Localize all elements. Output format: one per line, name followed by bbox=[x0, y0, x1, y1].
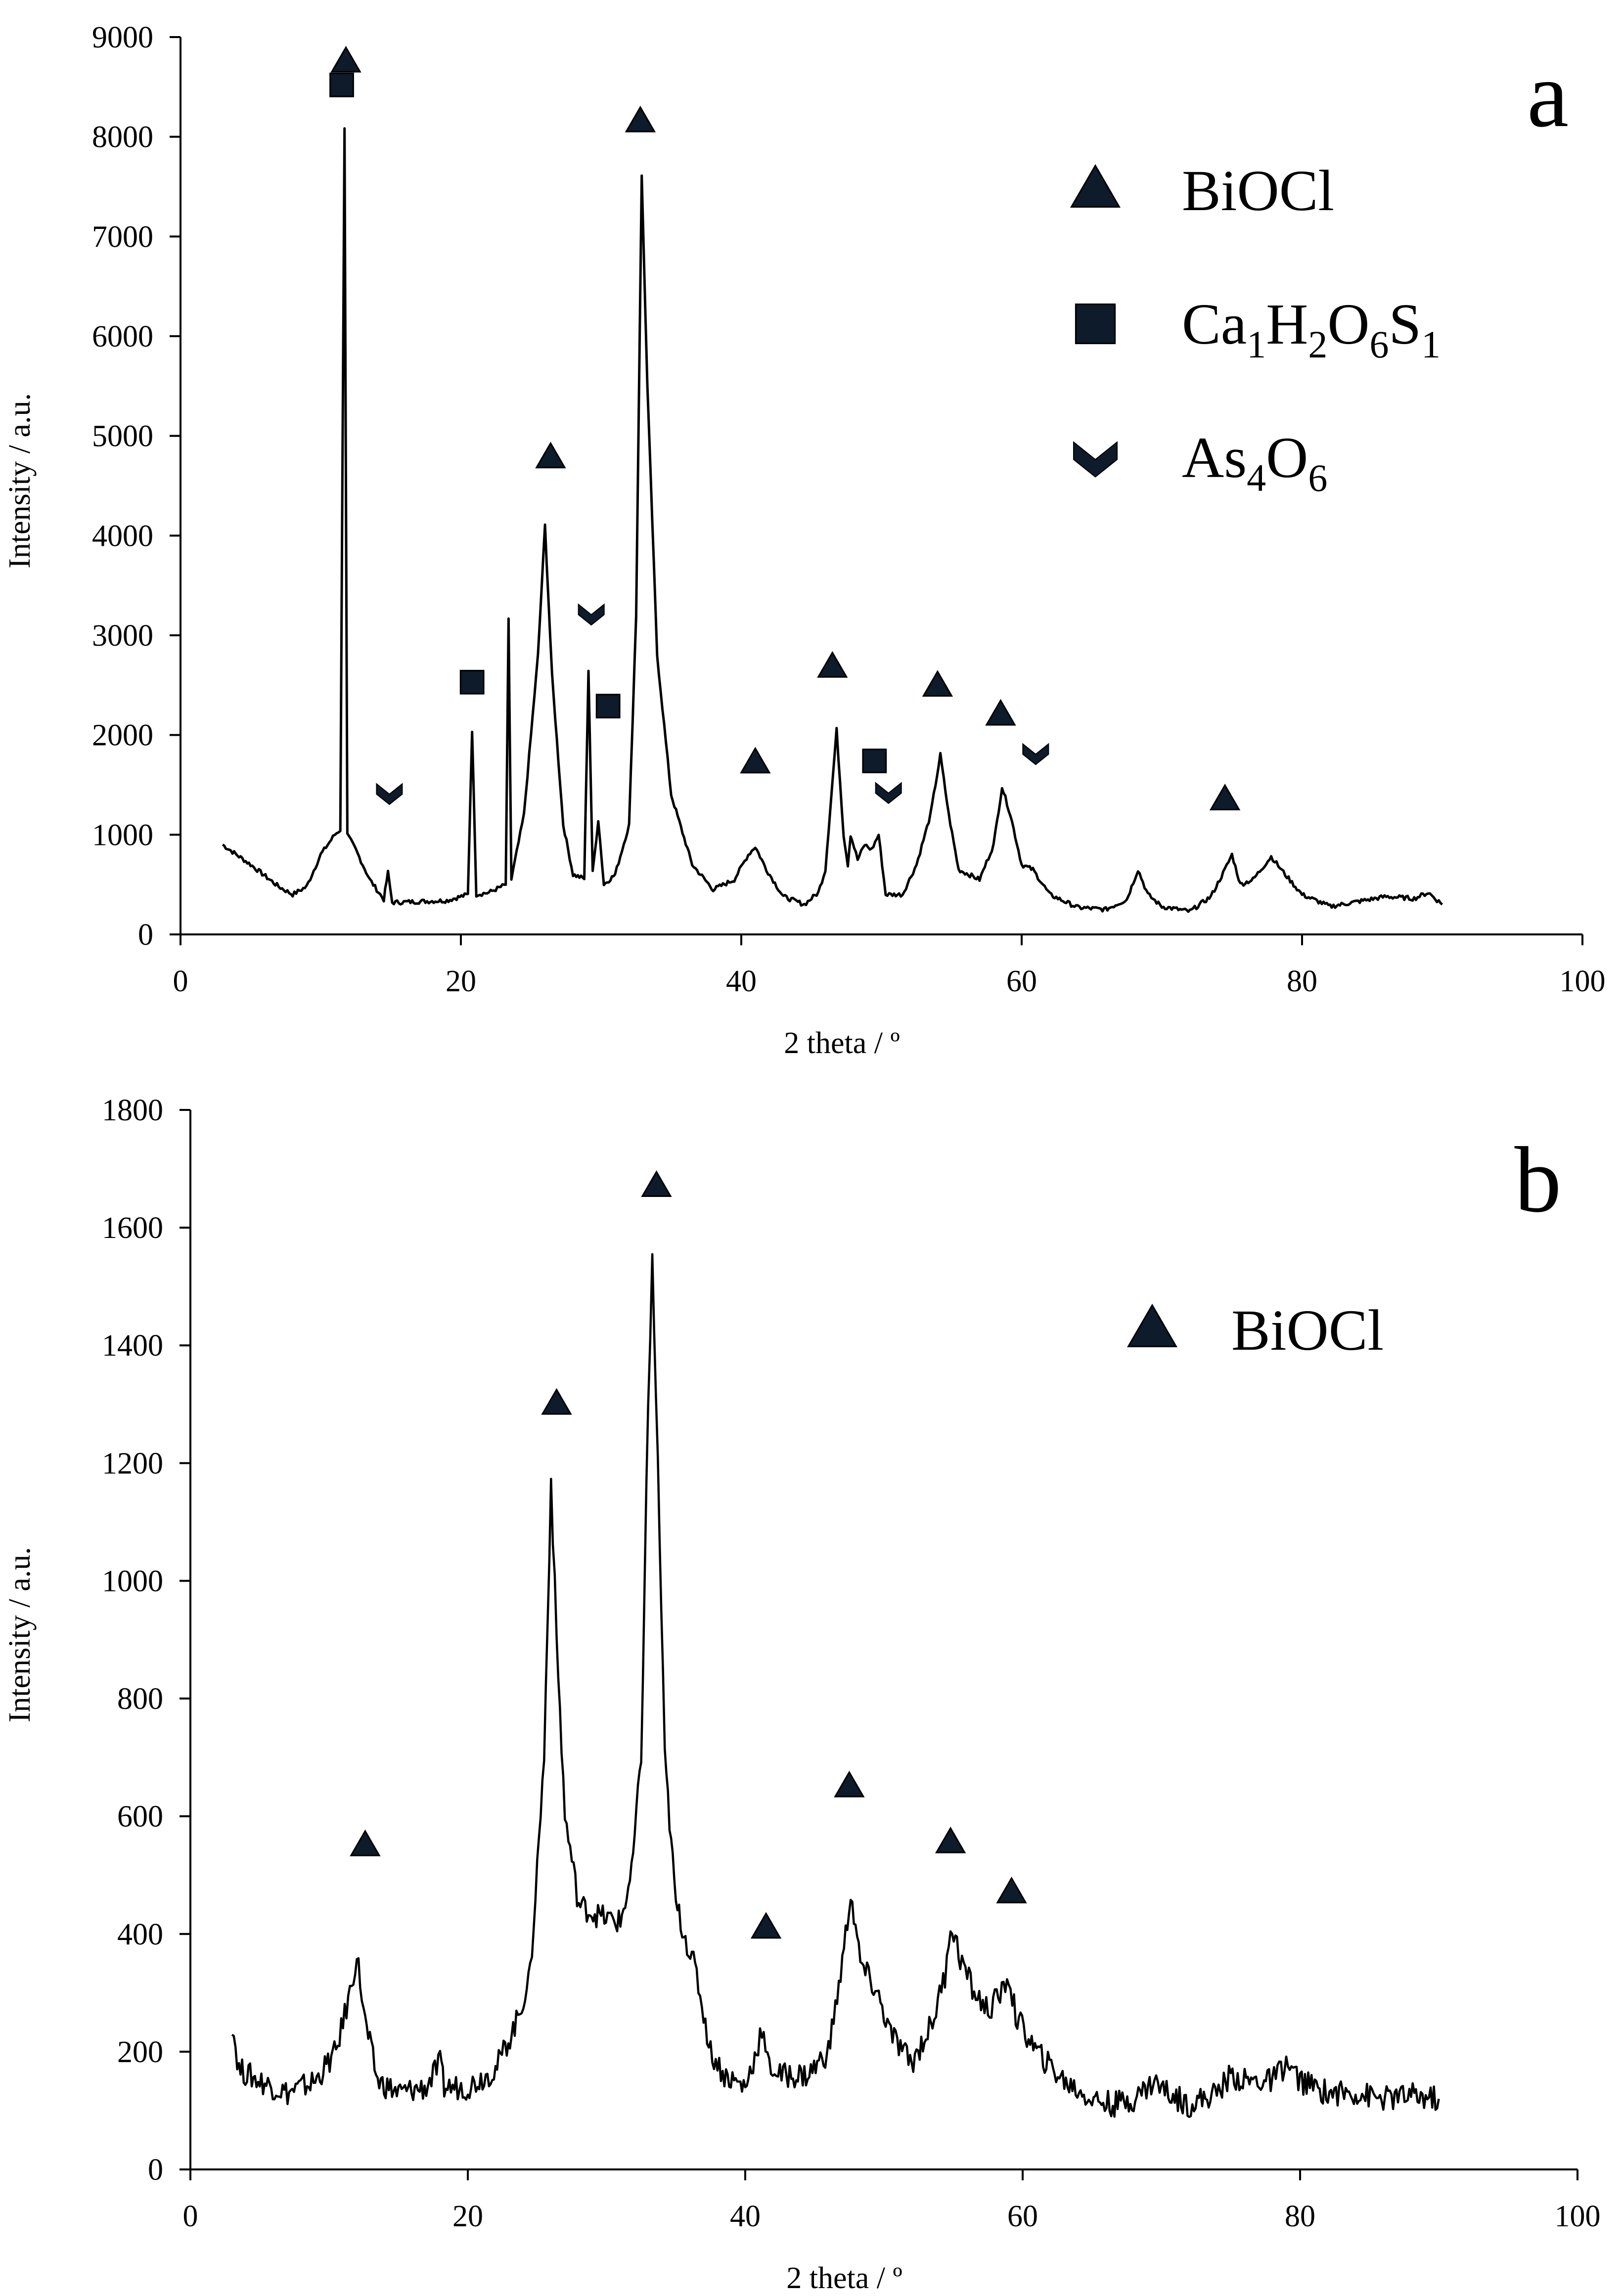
peak-marker-square bbox=[595, 694, 621, 719]
x-tick-label: 0 bbox=[173, 965, 188, 998]
x-tick-label: 100 bbox=[1560, 965, 1606, 998]
y-tick-label: 6000 bbox=[92, 320, 153, 353]
y-tick-label: 400 bbox=[117, 1918, 163, 1951]
y-tick-label: 3000 bbox=[92, 619, 153, 653]
y-axis-label: Intensity / a.u. bbox=[3, 1547, 37, 1722]
peak-marker-square bbox=[329, 72, 354, 97]
peak-marker-triangle bbox=[922, 670, 953, 697]
xrd-series-line bbox=[231, 1253, 1440, 2118]
peak-marker-chevron bbox=[578, 603, 605, 626]
legend-label: BiOCl bbox=[1182, 158, 1334, 223]
y-tick-label: 1800 bbox=[102, 1094, 163, 1127]
y-tick-label: 0 bbox=[138, 918, 153, 952]
legend-marker-triangle bbox=[1126, 1303, 1178, 1347]
peak-marker-triangle bbox=[817, 651, 848, 678]
y-tick-label: 1200 bbox=[102, 1447, 163, 1480]
peak-marker-triangle bbox=[935, 1826, 966, 1854]
peak-marker-triangle bbox=[541, 1388, 572, 1415]
x-axis-label: 2 theta / º bbox=[784, 1026, 900, 1060]
legend-label: Ca1H2O6S1 bbox=[1182, 292, 1441, 366]
legend-marker-triangle bbox=[1070, 164, 1121, 208]
peak-marker-triangle bbox=[641, 1170, 672, 1197]
xrd-series-line bbox=[222, 127, 1443, 913]
legend-label: As4O6 bbox=[1182, 425, 1327, 499]
x-tick-label: 80 bbox=[1287, 965, 1317, 998]
chart-panel-a: 0 1000 2000 3000 4000 5000 6000 7000 8000 9000 0 20… bbox=[3, 21, 1606, 1060]
y-tick-label: 1000 bbox=[92, 818, 153, 852]
peak-marker-triangle bbox=[740, 747, 771, 774]
peak-marker-triangle bbox=[834, 1770, 865, 1798]
peak-marker-triangle bbox=[1209, 784, 1241, 811]
x-tick-label: 60 bbox=[1006, 965, 1037, 998]
peak-marker-chevron bbox=[376, 783, 403, 805]
legend-label: BiOCl bbox=[1231, 1298, 1384, 1363]
y-tick-label: 1600 bbox=[102, 1211, 163, 1245]
panel-letter: b bbox=[1515, 1128, 1562, 1232]
y-tick-label: 8000 bbox=[92, 121, 153, 154]
x-tick-label: 20 bbox=[446, 965, 476, 998]
peak-marker-square bbox=[862, 749, 887, 773]
x-tick-label: 60 bbox=[1007, 2200, 1038, 2233]
peak-marker-chevron bbox=[1022, 743, 1049, 765]
y-axis-label: Intensity / a.u. bbox=[3, 393, 37, 569]
legend-marker-square bbox=[1075, 303, 1116, 345]
peak-marker-triangle bbox=[985, 699, 1016, 726]
x-tick-label: 20 bbox=[452, 2200, 483, 2233]
x-tick-label: 40 bbox=[726, 965, 757, 998]
y-tick-label: 2000 bbox=[92, 719, 153, 752]
y-tick-label: 1400 bbox=[102, 1329, 163, 1363]
x-axis-label: 2 theta / º bbox=[786, 2261, 902, 2295]
x-tick-label: 100 bbox=[1555, 2200, 1601, 2233]
peak-marker-triangle bbox=[350, 1829, 381, 1856]
y-tick-label: 9000 bbox=[92, 21, 153, 54]
y-tick-label: 800 bbox=[117, 1682, 163, 1716]
peak-marker-chevron bbox=[875, 782, 902, 804]
y-tick-label: 600 bbox=[117, 1800, 163, 1834]
peak-marker-triangle bbox=[625, 105, 656, 132]
y-tick-label: 200 bbox=[117, 2035, 163, 2069]
peak-marker-triangle bbox=[996, 1876, 1027, 1903]
x-tick-label: 0 bbox=[183, 2200, 198, 2233]
panel-letter: a bbox=[1527, 43, 1569, 147]
legend-marker-chevron bbox=[1073, 441, 1118, 478]
peak-marker-triangle bbox=[330, 45, 361, 73]
peak-marker-triangle bbox=[750, 1912, 782, 1939]
x-tick-label: 80 bbox=[1285, 2200, 1315, 2233]
y-tick-label: 5000 bbox=[92, 420, 153, 453]
chart-panel-b: 0 200 400 600 800 1000 1200 1400 1600 1800 0 20 40 60… bbox=[3, 1094, 1601, 2295]
peak-marker-triangle bbox=[535, 442, 566, 469]
peak-marker-square bbox=[459, 669, 485, 695]
y-tick-label: 0 bbox=[148, 2153, 163, 2187]
y-tick-label: 4000 bbox=[92, 519, 153, 553]
y-tick-label: 7000 bbox=[92, 220, 153, 254]
y-tick-label: 1000 bbox=[102, 1564, 163, 1598]
x-tick-label: 40 bbox=[730, 2200, 761, 2233]
